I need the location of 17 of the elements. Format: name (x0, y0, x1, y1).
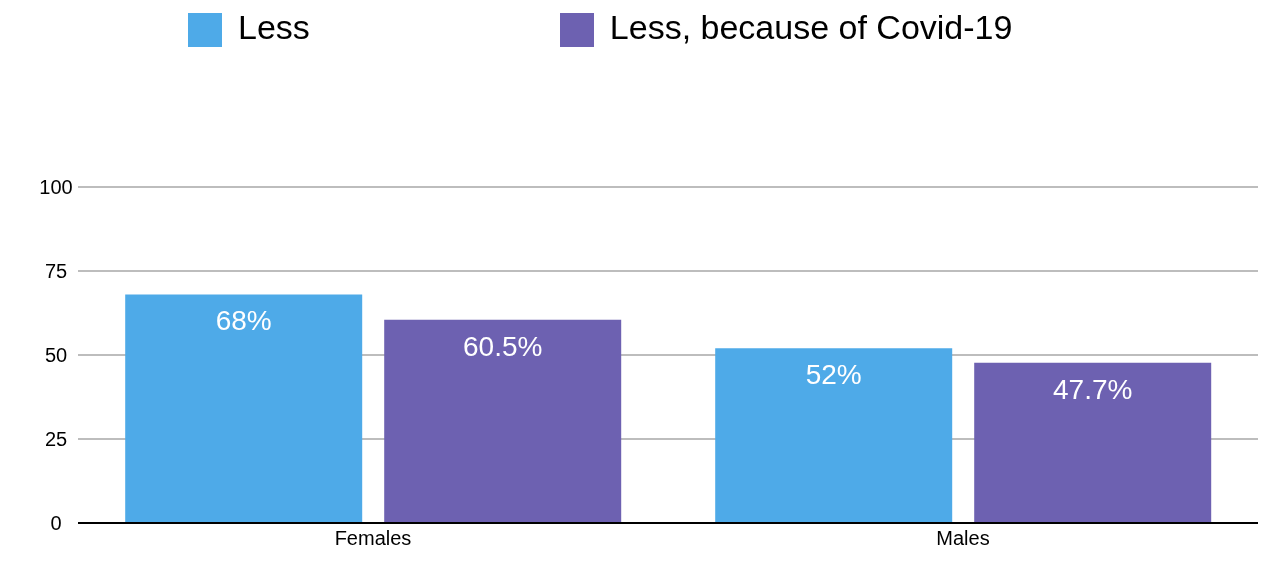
y-tick-label: 100 (39, 176, 73, 199)
data-label: 68% (215, 305, 272, 337)
y-tick-label: 25 (44, 428, 68, 451)
bar (125, 294, 363, 523)
data-label: 60.5% (463, 330, 543, 362)
bar (974, 362, 1212, 523)
y-tick-label: 75 (44, 260, 68, 283)
x-tick-label: Females (334, 527, 412, 550)
data-label: 47.7% (1053, 373, 1133, 405)
bar (384, 319, 622, 523)
y-tick-label: 50 (44, 344, 68, 367)
legend-label: Less, because of Covid-19 (609, 8, 1013, 46)
data-label: 52% (805, 359, 862, 391)
bar (715, 348, 953, 523)
x-tick-label: Males (936, 527, 990, 550)
legend-label: Less (238, 8, 310, 46)
y-tick-label: 0 (50, 512, 62, 535)
